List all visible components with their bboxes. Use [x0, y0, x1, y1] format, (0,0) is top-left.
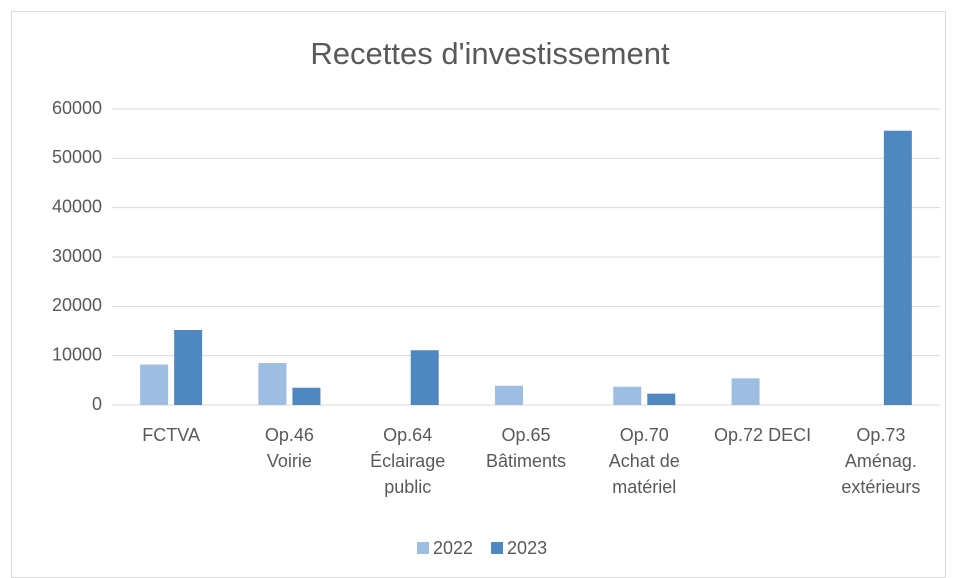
bar — [883, 130, 912, 405]
legend-swatch — [491, 542, 504, 554]
bar — [292, 387, 321, 405]
y-tick-label: 60000 — [52, 98, 102, 118]
bar — [731, 378, 760, 405]
x-tick-label: FCTVA — [142, 425, 200, 445]
x-tick-label: Op.73 Aménag. extérieurs — [841, 425, 921, 497]
chart-title: Recettes d'investissement — [310, 36, 670, 71]
bar — [647, 393, 676, 405]
y-tick-label: 0 — [92, 394, 102, 414]
legend-label: 2022 — [433, 538, 473, 558]
x-tick-label: Op.46 Voirie — [264, 425, 314, 471]
y-tick-label: 30000 — [52, 246, 102, 266]
x-tick-label: Op.70 Achat de matériel — [608, 425, 680, 497]
bar — [410, 350, 439, 405]
y-tick-label: 10000 — [52, 344, 102, 364]
legend-swatch — [417, 542, 429, 554]
bar — [613, 386, 642, 405]
bar — [174, 330, 203, 405]
x-tick-label: Op.65 Bâtiments — [485, 425, 566, 471]
legend-label: 2023 — [507, 538, 547, 558]
y-tick-label: 40000 — [52, 196, 102, 216]
y-tick-label: 50000 — [52, 147, 102, 167]
chart-border — [11, 11, 946, 578]
bar — [140, 364, 169, 405]
y-tick-label: 20000 — [52, 295, 102, 315]
x-tick-label: Op.72 DECI — [714, 425, 812, 445]
bar — [495, 385, 523, 405]
bar — [258, 363, 287, 405]
x-tick-label: Op.64 Éclairage public — [370, 425, 446, 497]
